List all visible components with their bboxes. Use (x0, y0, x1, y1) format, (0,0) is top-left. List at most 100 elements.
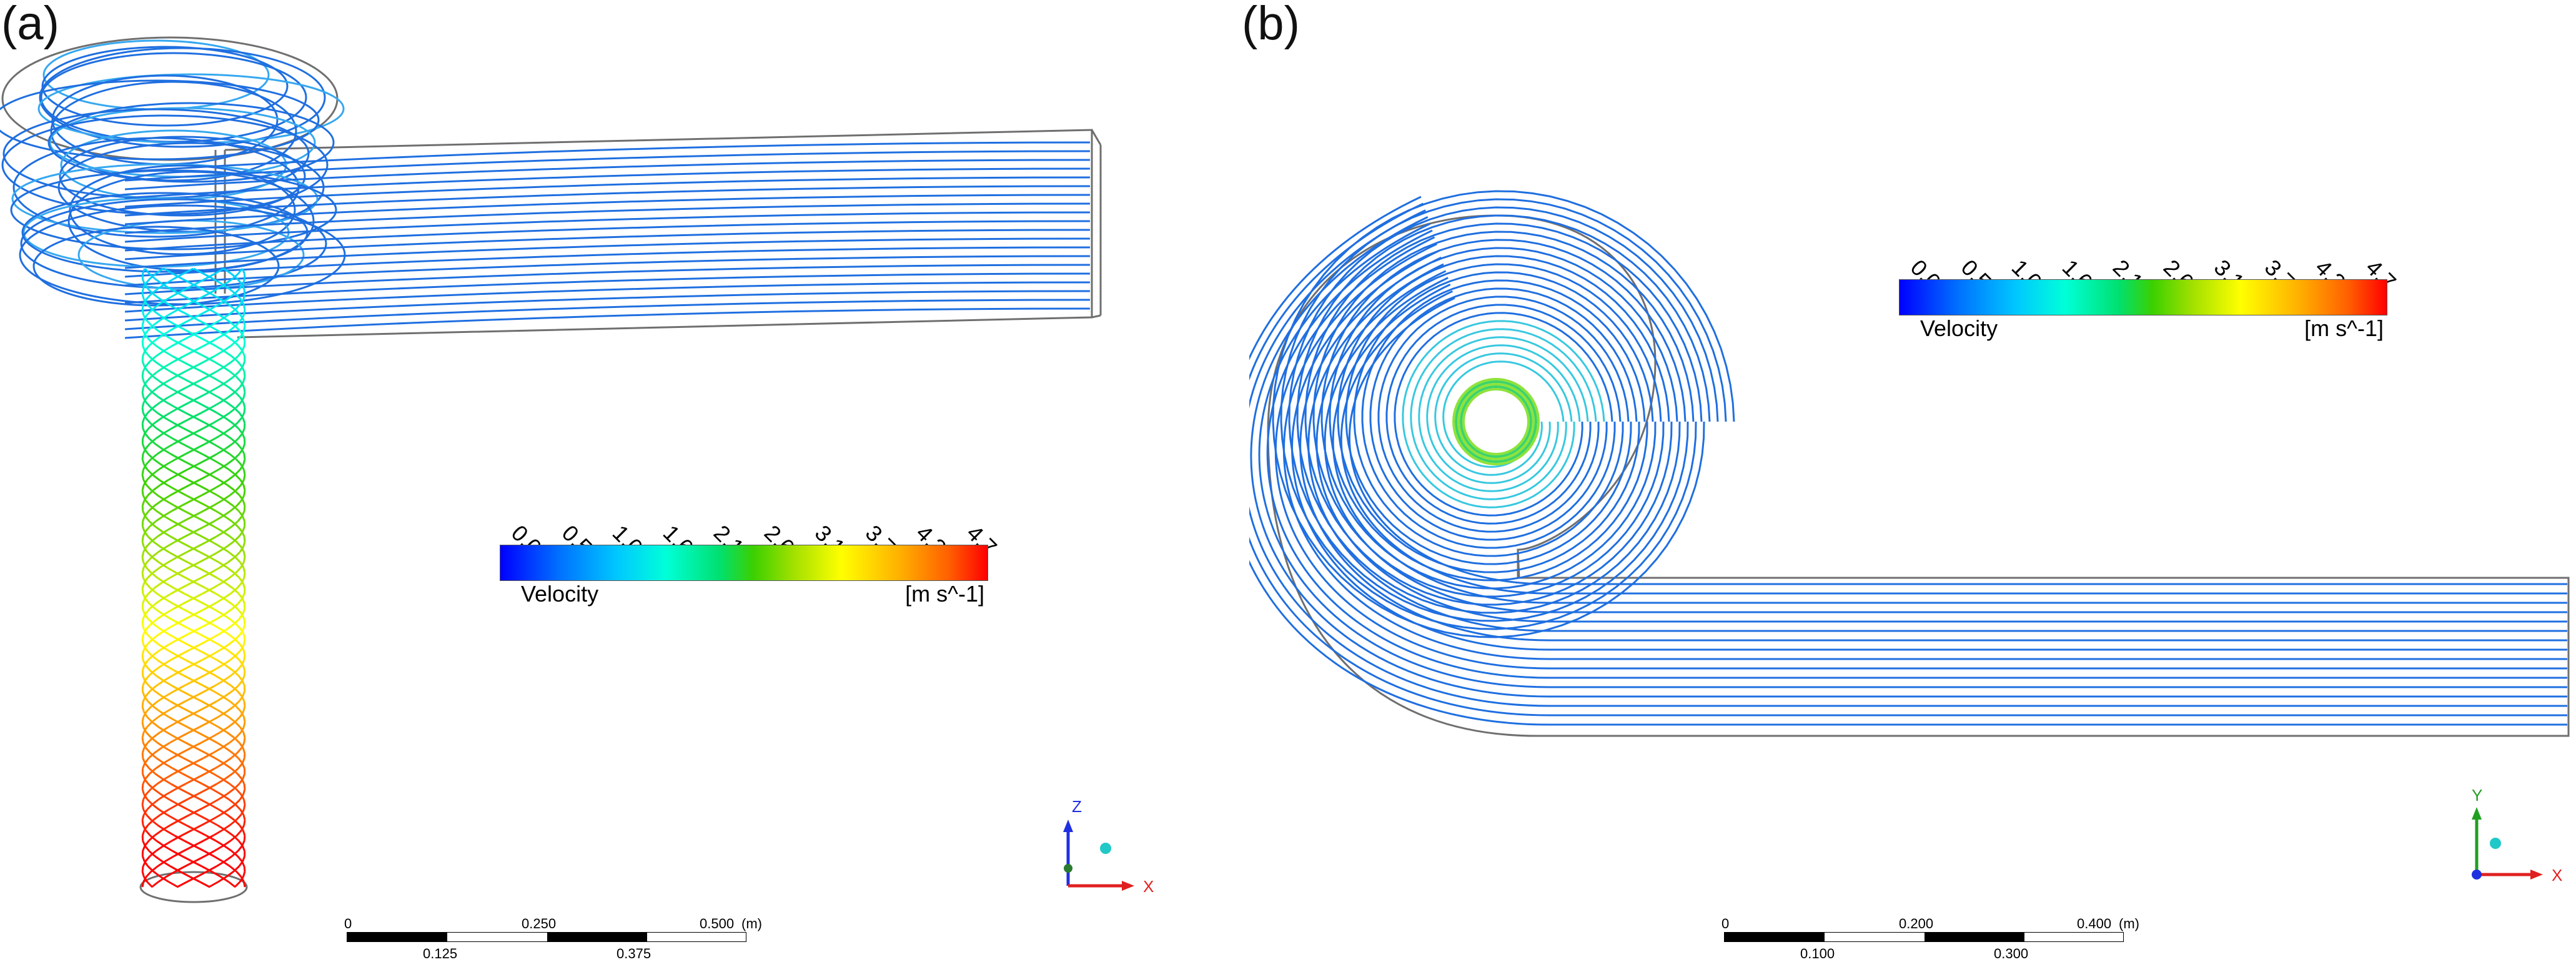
tube-streamline-segment (192, 614, 202, 619)
tube-streamline-segment (143, 511, 146, 516)
tube-streamline-segment (184, 429, 194, 434)
tube-streamline-segment (244, 341, 245, 346)
tube-streamline-segment (167, 403, 176, 408)
tube-streamline-segment (236, 459, 241, 464)
tube-streamline-segment (244, 707, 245, 712)
tube-streamline-segment (236, 485, 241, 490)
tube-streamline-segment (217, 449, 225, 454)
tube-streamline-segment (242, 351, 244, 356)
tube-streamline-segment (155, 856, 162, 861)
view-dot (1100, 843, 1111, 854)
tube-streamline-segment (169, 805, 178, 810)
legend-ticks-a: 0.0 0.5 1.0 1.6 2.1 2.6 3.1 3.7 4.2 4.7 (500, 487, 987, 543)
tube-streamline-segment (142, 500, 144, 505)
tube-streamline-segment (183, 434, 193, 439)
tube-streamline-segment (199, 557, 209, 562)
scale-bar-a: 0 0.250 0.500 (m) 0.125 0.375 (347, 916, 796, 972)
tube-streamline-segment (243, 665, 245, 670)
tube-streamline-segment (194, 841, 204, 846)
tube-streamline-segment (227, 568, 234, 573)
tube-streamline-segment (154, 707, 161, 712)
tube-streamline-segment (142, 294, 144, 299)
tube-streamline-segment (192, 779, 202, 784)
tube-streamline-segment (154, 294, 161, 299)
tube-streamline-segment (244, 702, 245, 707)
tube-streamline-segment (213, 444, 222, 449)
tube-streamline-segment (142, 717, 144, 722)
tube-streamline-segment (194, 511, 204, 516)
swirl-streamline (59, 143, 324, 232)
swirl-streamlines-b (1273, 191, 1734, 637)
tube-streamline-segment (197, 542, 207, 547)
tube-streamline-segment (142, 733, 144, 738)
tube-streamline-segment (180, 377, 190, 382)
tube-streamline-segment (244, 542, 245, 547)
tube-streamline-segment (227, 485, 234, 490)
tube-streamline-segment (217, 779, 225, 784)
tube-streamline-segment (227, 707, 234, 712)
tube-streamline-segment (146, 542, 151, 547)
tube-streamline-segment (164, 681, 172, 686)
tube-streamline-segment (142, 820, 143, 825)
tube-streamline-segment (229, 805, 235, 810)
tube-streamline-segment (223, 511, 230, 516)
tube-streamline-segment (151, 655, 157, 660)
tube-streamline-segment (142, 279, 144, 284)
tube-streamline-segment (196, 418, 206, 423)
tube-streamline-segment (142, 490, 143, 495)
tube-streamline-segment (142, 598, 144, 603)
tube-streamline-segment (143, 660, 146, 665)
tube-streamline-segment (244, 320, 245, 325)
tube-streamline-segment (169, 475, 178, 480)
tube-streamline-segment (167, 485, 177, 490)
tube-streamline-segment (193, 593, 203, 598)
y-axis-label: Y (2472, 786, 2482, 805)
tube-streamline-segment (157, 758, 164, 763)
tube-streamline-segment (209, 387, 218, 392)
tube-streamline-segment (183, 598, 193, 603)
tube-streamline-segment (169, 552, 178, 557)
tube-streamline-segment (143, 841, 146, 846)
tube-streamline-segment (244, 490, 245, 495)
tube-streamline-segment (201, 738, 211, 743)
tube-streamline-segment (147, 722, 152, 727)
tube-streamline-segment (227, 459, 234, 464)
tube-streamline-segment (196, 774, 206, 779)
tube-streamline-segment (237, 362, 242, 367)
tube-streamline-segment (244, 568, 245, 573)
tube-streamline-segment (195, 856, 205, 861)
tube-streamline-segment (142, 738, 143, 743)
tube-streamline-segment (142, 434, 144, 439)
tube-streamline-segment (145, 763, 149, 768)
panel-b: (b) 0.0 0.5 1.0 1.6 2.1 2.6 3.1 3.7 4.2 … (1249, 0, 2576, 961)
tube-streamline-segment (243, 500, 245, 505)
tube-streamline-segment (242, 676, 245, 681)
tube-streamline-segment (199, 722, 209, 727)
tube-streamline-segment (235, 552, 240, 557)
tube-streamline-segment (167, 294, 176, 299)
tube-streamline-segment (156, 511, 164, 516)
tube-streamline-segment (162, 614, 171, 619)
tube-streamline-segment (182, 774, 192, 779)
tube-streamline-segment (167, 650, 177, 655)
tube-streamline-segment (237, 692, 242, 697)
tube-streamline-segment (153, 320, 160, 325)
scale-bar-track (347, 932, 746, 942)
velocity-legend-b: 0.0 0.5 1.0 1.6 2.1 2.6 3.1 3.7 4.2 4.7 … (1899, 222, 2386, 334)
tube-streamline-segment (146, 362, 150, 367)
tube-streamline-segment (168, 557, 177, 562)
tube-streamline-segment (142, 527, 144, 532)
tube-streamline-segment (145, 598, 149, 603)
tube-streamline-segment (165, 583, 174, 588)
tube-streamline-segment (198, 485, 208, 490)
outlet-tube-streamlines-a (142, 269, 245, 887)
tube-streamline-segment (142, 692, 144, 697)
tube-streamline-segment (164, 846, 172, 851)
tube-streamline-segment (143, 758, 146, 763)
tube-streamline-segment (146, 774, 150, 779)
tube-streamline-segment (226, 500, 233, 505)
tube-streamline-segment (238, 681, 242, 686)
tube-streamline-segment (169, 387, 178, 392)
tube-streamline-segment (146, 294, 151, 299)
duct-streamline (125, 300, 1090, 329)
